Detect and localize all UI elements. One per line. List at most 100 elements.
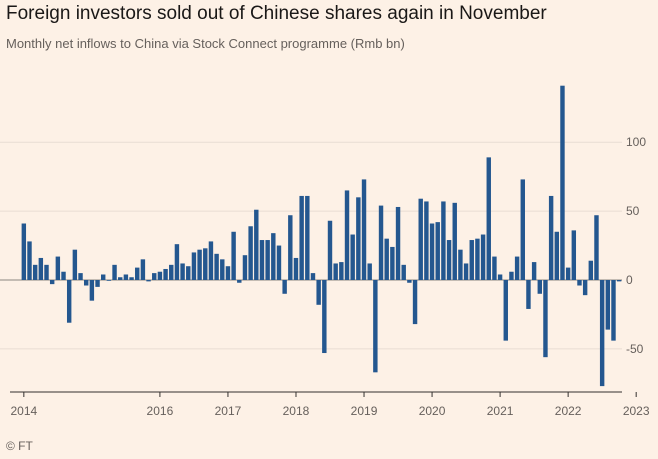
bar [237, 280, 242, 283]
x-tick-label: 2018 [283, 404, 310, 418]
bar [480, 234, 486, 280]
bar [174, 244, 180, 280]
x-tick-label: 2021 [487, 404, 514, 418]
bar [339, 262, 344, 280]
bar [259, 240, 265, 280]
y-tick-label: 50 [626, 204, 640, 218]
bar [21, 223, 27, 280]
bar [276, 245, 282, 280]
bar [55, 256, 61, 280]
bar [248, 226, 253, 280]
gridlines [0, 141, 622, 350]
bar [83, 280, 89, 286]
bar [560, 85, 565, 280]
bar [492, 256, 497, 280]
bar [463, 263, 469, 280]
bar [543, 280, 548, 358]
bar [412, 280, 418, 325]
bar [61, 271, 66, 280]
bar [293, 257, 299, 280]
bar [140, 259, 146, 280]
bar [469, 240, 474, 280]
bar [231, 231, 236, 280]
bar [594, 215, 599, 280]
bar [49, 280, 55, 285]
bar [475, 238, 480, 280]
bar [163, 268, 168, 280]
y-tick-label: -50 [626, 342, 644, 356]
bar [361, 179, 367, 280]
chart-subtitle: Monthly net inflows to China via Stock C… [6, 36, 405, 51]
bar [135, 267, 140, 280]
bar [146, 280, 151, 282]
bar [242, 255, 248, 280]
x-tick-label: 2019 [351, 404, 378, 418]
bar [271, 233, 276, 280]
y-tick-label: 100 [626, 135, 646, 149]
chart-title: Foreign investors sold out of Chinese sh… [6, 3, 547, 24]
bar [435, 222, 440, 280]
bar [38, 257, 44, 280]
x-tick-label: 2017 [215, 404, 242, 418]
bar [282, 280, 287, 294]
bar [322, 280, 327, 354]
bar [441, 201, 446, 280]
bar [344, 190, 350, 280]
bar [118, 277, 123, 280]
bar [531, 262, 537, 280]
bar [407, 280, 412, 283]
bar [418, 198, 423, 280]
bar [350, 234, 355, 280]
bar [395, 206, 401, 280]
bar [486, 157, 491, 280]
axes [10, 391, 637, 397]
bar [316, 280, 321, 305]
bar [514, 256, 520, 280]
bar [169, 264, 174, 280]
bar [565, 267, 571, 280]
bar [378, 205, 384, 280]
bar [520, 179, 525, 280]
x-tick-label: 2014 [10, 404, 37, 418]
bar [129, 277, 134, 280]
bar [582, 280, 588, 296]
bar [571, 230, 577, 280]
y-tick-label: 0 [626, 273, 633, 287]
tick-labels: -50 0 50 100 2014 2016 2017 2018 2019 2020 2021 202… [10, 135, 649, 418]
bar [191, 252, 197, 280]
bar [95, 280, 100, 287]
bar [89, 280, 95, 301]
bar [616, 280, 622, 282]
bar [577, 280, 582, 286]
bar [373, 280, 378, 373]
bar [186, 266, 191, 280]
bar [197, 249, 202, 280]
bar [605, 280, 611, 330]
x-tick-label: 2020 [419, 404, 446, 418]
bar [299, 195, 304, 280]
bar [208, 241, 214, 280]
bar [327, 220, 333, 280]
bar [66, 280, 72, 323]
bar [214, 253, 219, 280]
bar [429, 223, 435, 280]
bar [390, 246, 395, 280]
bar [180, 263, 185, 280]
bar [497, 274, 503, 280]
bar [310, 273, 316, 280]
bar [526, 280, 531, 309]
x-tick-label: 2022 [555, 404, 582, 418]
bar [220, 259, 225, 280]
bar [203, 248, 208, 280]
bar [106, 280, 112, 281]
bar [157, 271, 163, 280]
bar [288, 215, 293, 280]
bar [333, 263, 338, 280]
x-tick-label: 2023 [623, 404, 650, 418]
bar [254, 209, 259, 280]
bar [152, 273, 157, 280]
bar [44, 264, 49, 280]
bar [424, 201, 429, 280]
bar [384, 238, 389, 280]
